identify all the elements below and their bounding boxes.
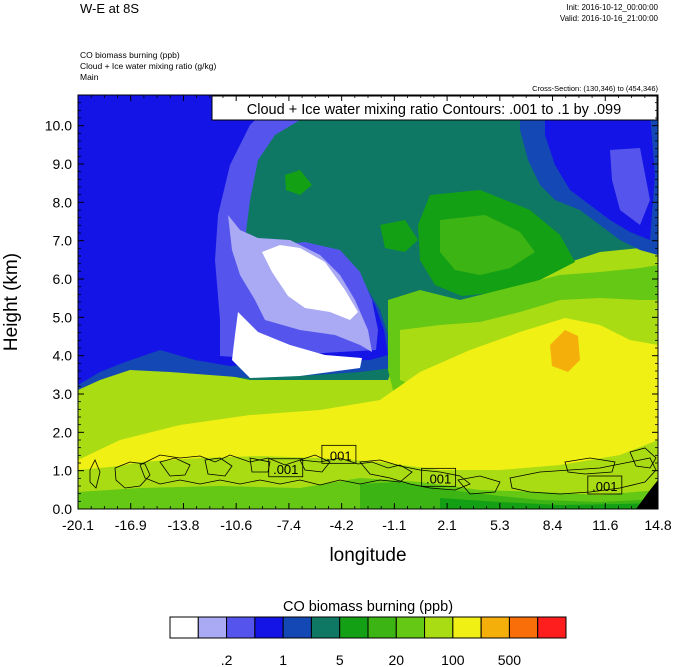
y-tick-label: 5.0	[53, 309, 73, 325]
x-tick-label: 5.3	[490, 517, 510, 533]
colorbar-tick-label: 100	[441, 652, 465, 667]
x-tick-label: -20.1	[62, 517, 94, 533]
colorbar-box	[537, 616, 567, 639]
colorbar-tick-label: 500	[498, 652, 522, 667]
colorbar-box	[282, 616, 312, 639]
cloud-contour-line-4	[159, 457, 191, 477]
level-14a014-fill-small	[285, 170, 312, 195]
field-line-1: CO biomass burning (ppb)	[80, 50, 180, 60]
cloud-contour-lines	[89, 447, 657, 495]
cloud-contour-line-11	[564, 457, 616, 475]
contour-info-box: Cloud + Ice water mixing ratio Contours:…	[211, 95, 658, 121]
y-axis: 0.0 1.0 2.0 3.0 4.0 5.0 6.0 7.0 8.0 9.0 10.0	[45, 94, 658, 517]
colorbar-box	[310, 616, 341, 639]
svg-text:.001: .001	[273, 462, 298, 477]
colorbar-tick-label: 1	[279, 652, 287, 667]
colorbar-box	[367, 616, 397, 639]
contour-info-text: Cloud + Ice water mixing ratio Contours:…	[247, 102, 621, 118]
contour-value-labels: .001 .001 .001 .001	[268, 444, 623, 495]
level-ffffff-fill-lower	[232, 312, 362, 378]
terrain	[636, 480, 658, 509]
y-tick-label: 3.0	[53, 386, 73, 402]
field-line-3: Main	[80, 72, 99, 82]
level-5555ee-fill-right	[610, 148, 650, 225]
x-axis: -20.1 -16.9 -13.8 -10.6 -7.4 -4.2 -1.1 2.1 5.3 8.…	[62, 95, 672, 533]
valid-time: Valid: 2016-10-16_21:00:00	[560, 14, 659, 23]
level-ffffff-fill	[262, 245, 358, 320]
figure-title: W-E at 8S	[80, 1, 139, 16]
colorbar-box	[197, 616, 228, 639]
cloud-contour-line-9	[457, 475, 501, 495]
x-tick-label: -4.2	[330, 517, 354, 533]
colorbar-box	[480, 616, 510, 639]
colorbar-box	[424, 616, 454, 639]
colorbar-box	[254, 616, 284, 639]
x-tick-label: -7.4	[277, 517, 301, 533]
x-tick-label: 14.8	[644, 517, 671, 533]
y-tick-label: 6.0	[53, 271, 73, 287]
y-tick-label: 0.0	[53, 501, 73, 517]
colorbar: .2 1 5 20 100 500	[169, 616, 567, 667]
y-tick-label: 1.0	[53, 463, 73, 479]
level-3cb414-fill	[440, 215, 535, 275]
cloud-contour-line-5	[204, 457, 233, 477]
colorbar-tick-label: .2	[221, 652, 233, 667]
colorbar-tick-label: 20	[388, 652, 404, 667]
colorbar-box	[226, 616, 256, 639]
cross-section-info: Cross-Section: (130,346) to (454,346)	[532, 84, 658, 93]
contour-value-label: .001	[268, 458, 304, 478]
y-tick-label: 4.0	[53, 348, 73, 364]
colorbar-box	[508, 616, 539, 639]
y-tick-label: 7.0	[53, 233, 73, 249]
svg-text:.001: .001	[426, 471, 451, 486]
y-tick-label: 10.0	[45, 118, 72, 134]
x-tick-label: -10.6	[220, 517, 252, 533]
y-tick-label: 2.0	[53, 424, 73, 440]
cloud-contour-line-6	[249, 457, 271, 473]
contour-value-label: .001	[421, 467, 457, 487]
cloud-contour-line-3	[139, 454, 413, 486]
colorbar-box	[339, 616, 369, 639]
x-tick-label: 8.4	[543, 517, 563, 533]
x-axis-label: longitude	[329, 545, 406, 566]
colorbar-box	[395, 616, 426, 639]
cloud-contour-line-8	[359, 459, 471, 491]
level-f5af0a-fill	[550, 330, 580, 372]
level-14a014-fill-low	[440, 498, 658, 509]
cloud-contour-line-7	[299, 454, 331, 473]
colorbar-title: CO biomass burning (ppb)	[283, 599, 453, 615]
svg-text:.001: .001	[592, 479, 617, 494]
y-tick-label: 9.0	[53, 156, 73, 172]
y-axis-label: Height (km)	[1, 253, 22, 351]
level-14a014-fill-mid	[380, 220, 418, 252]
svg-text:.001: .001	[326, 448, 351, 463]
colorbar-tick-label: 5	[336, 652, 344, 667]
cloud-contour-line-2	[114, 461, 151, 489]
co-filled-contours	[78, 95, 658, 509]
x-tick-label: -16.9	[115, 517, 147, 533]
cloud-contour-line-12	[629, 447, 657, 469]
init-time: Init: 2016-10-12_00:00:00	[566, 3, 658, 12]
cloud-contour-line-10	[509, 457, 657, 495]
cloud-contour-line-1	[89, 459, 101, 489]
field-line-2: Cloud + Ice water mixing ratio (g/kg)	[80, 61, 216, 71]
contour-value-label: .001	[321, 444, 357, 464]
x-tick-label: -13.8	[167, 517, 199, 533]
contour-value-label: .001	[587, 475, 623, 495]
x-tick-label: -1.1	[382, 517, 406, 533]
level-f0f014-fill	[78, 318, 658, 475]
x-tick-label: 2.1	[437, 517, 457, 533]
y-tick-label: 8.0	[53, 194, 73, 210]
colorbar-box	[452, 616, 482, 639]
colorbar-box	[169, 616, 199, 639]
x-tick-label: 11.6	[592, 517, 618, 533]
